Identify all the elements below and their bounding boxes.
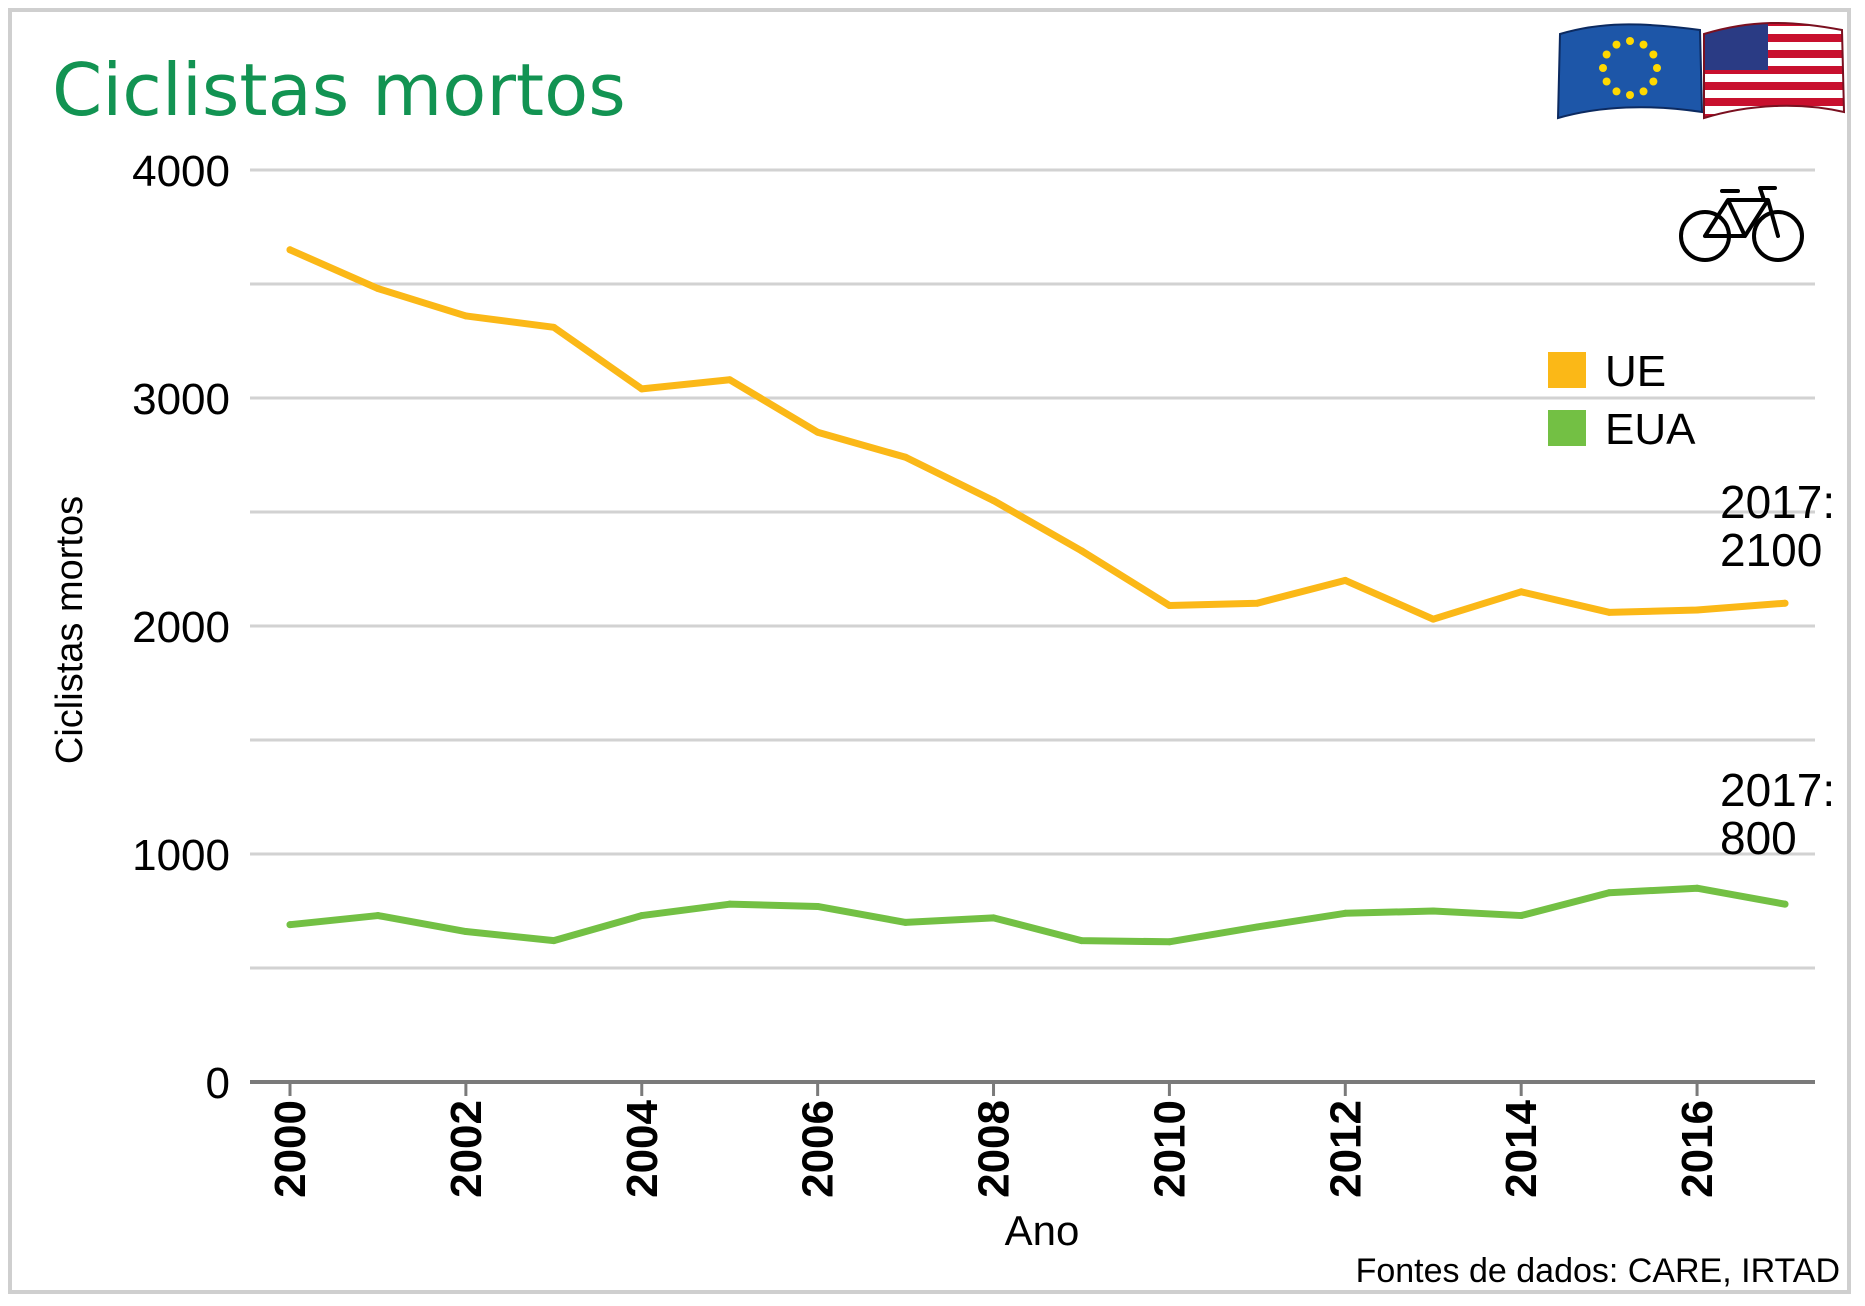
data-point (1517, 912, 1525, 920)
grid-lines (250, 168, 1815, 970)
series-line-eua (286, 884, 1789, 946)
data-point (374, 285, 382, 293)
data-point (1253, 923, 1261, 931)
x-tick-label: 2004 (618, 1099, 667, 1197)
y-tick-label: 4000 (132, 147, 230, 196)
legend: UE EUA (1548, 347, 1696, 454)
eu-star (1602, 50, 1611, 59)
x-tick-label: 2012 (1321, 1100, 1370, 1198)
us-stripe (1704, 34, 1844, 42)
end-label: 2017: (1720, 476, 1835, 528)
us-stripe (1704, 82, 1844, 90)
data-point (1605, 608, 1613, 616)
data-point (1517, 588, 1525, 596)
eu-star (1612, 87, 1621, 96)
x-tick-label: 2014 (1497, 1099, 1546, 1197)
us-stripe (1704, 66, 1844, 74)
series-lines (286, 246, 1789, 946)
us-stripe (1704, 74, 1844, 82)
y-axis: 0 1000 2000 3000 4000 (132, 147, 230, 1108)
series-line-ue (286, 246, 1789, 623)
data-point (638, 912, 646, 920)
x-tick-label: 2000 (266, 1100, 315, 1198)
eu-star (1626, 91, 1634, 99)
data-point (1077, 547, 1085, 555)
x-tick-label: 2006 (794, 1100, 843, 1198)
eu-star (1599, 64, 1607, 72)
data-point (726, 376, 734, 384)
eu-star (1649, 50, 1658, 59)
us-stripe (1704, 26, 1844, 34)
chart-frame (8, 8, 1851, 1294)
data-point (1165, 601, 1173, 609)
eu-flag-icon (1556, 23, 1704, 120)
data-point (1253, 599, 1261, 607)
data-point (638, 385, 646, 393)
bicycle-icon (1679, 186, 1804, 262)
chart-title: Ciclistas mortos (52, 48, 626, 132)
source-note: Fontes de dados: CARE, IRTAD (1356, 1252, 1840, 1290)
us-stripe (1704, 98, 1844, 106)
data-point (990, 914, 998, 922)
us-flag-icon (1703, 21, 1846, 120)
data-point (902, 453, 910, 461)
data-point (990, 497, 998, 505)
us-stripe (1704, 114, 1844, 118)
data-point (1781, 599, 1789, 607)
data-point (1693, 884, 1701, 892)
y-axis-label: Ciclistas mortos (49, 496, 91, 764)
eu-star (1602, 77, 1611, 86)
eu-star (1639, 87, 1648, 96)
eu-star (1626, 37, 1634, 45)
data-point (286, 921, 294, 929)
data-point (374, 912, 382, 920)
end-label: 800 (1720, 812, 1797, 864)
data-point (1077, 937, 1085, 945)
y-tick-label: 1000 (132, 831, 230, 880)
data-point (814, 428, 822, 436)
us-stripe (1704, 50, 1844, 58)
data-point (1693, 606, 1701, 614)
data-point (726, 900, 734, 908)
eu-star (1649, 77, 1658, 86)
x-axis: 2000 2002 2004 2006 2008 2010 2012 2014 2016 (266, 1082, 1722, 1198)
x-axis-label: Ano (1005, 1207, 1080, 1254)
data-point (1341, 909, 1349, 917)
x-tick-label: 2010 (1145, 1100, 1194, 1198)
legend-label-eua: EUA (1605, 405, 1696, 454)
data-point (1429, 615, 1437, 623)
end-label: 2017: (1720, 764, 1835, 816)
data-point (1781, 900, 1789, 908)
us-stripe (1704, 90, 1844, 98)
us-stripe (1704, 42, 1844, 50)
x-tick-label: 2008 (970, 1100, 1019, 1198)
data-point (1429, 907, 1437, 915)
data-point (462, 312, 470, 320)
data-point (902, 918, 910, 926)
legend-swatch-eua (1548, 410, 1586, 446)
us-stripe (1704, 58, 1844, 66)
eu-star (1639, 40, 1648, 49)
data-point (550, 323, 558, 331)
data-point (462, 928, 470, 936)
data-point (550, 937, 558, 945)
data-point (286, 246, 294, 254)
y-tick-label: 3000 (132, 375, 230, 424)
x-tick-label: 2002 (442, 1100, 491, 1198)
data-point (1341, 576, 1349, 584)
eu-star (1612, 40, 1621, 49)
data-point (814, 902, 822, 910)
x-tick-label: 2016 (1673, 1100, 1722, 1198)
legend-swatch-ue (1548, 352, 1586, 388)
end-label: 2100 (1720, 524, 1822, 576)
eu-star (1653, 64, 1661, 72)
y-tick-label: 2000 (132, 603, 230, 652)
data-point (1605, 889, 1613, 897)
data-point (1165, 938, 1173, 946)
legend-label-ue: UE (1605, 347, 1666, 396)
y-tick-label: 0 (206, 1059, 230, 1108)
us-stripe (1704, 22, 1844, 26)
